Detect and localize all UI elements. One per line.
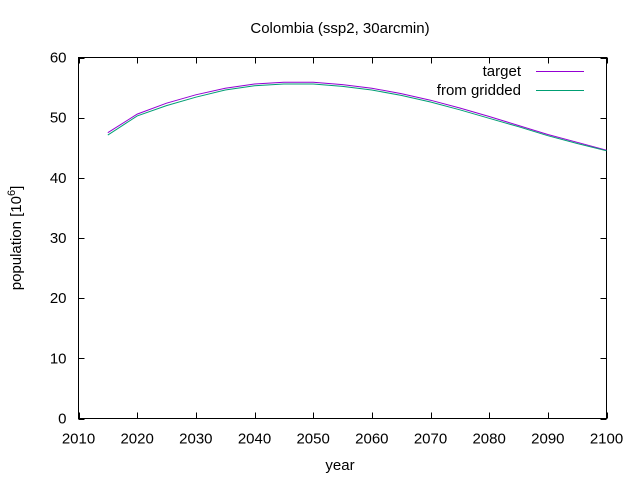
legend-label-2: from gridded [437, 82, 521, 99]
series-line-2 [107, 83, 607, 152]
y-tick-label: 30 [50, 230, 67, 247]
x-tick-label: 2040 [238, 431, 271, 448]
series-lines [107, 81, 607, 152]
legend: target from gridded [437, 63, 584, 99]
y-tick-labels: 0 10 20 30 40 50 60 [50, 50, 67, 428]
x-axis-label: year [325, 457, 354, 474]
y-tick-label: 20 [50, 290, 67, 307]
y-tick-label: 10 [50, 350, 67, 367]
x-tick-label: 2050 [296, 431, 329, 448]
x-tick-label: 2090 [531, 431, 564, 448]
x-tick-label: 2100 [590, 431, 623, 448]
y-tick-label: 0 [58, 411, 66, 428]
axis-ticks [78, 57, 608, 420]
x-tick-label: 2060 [355, 431, 388, 448]
x-tick-label: 2010 [62, 431, 95, 448]
y-tick-label: 60 [50, 50, 67, 67]
y-tick-label: 50 [50, 110, 67, 127]
x-tick-label: 2080 [472, 431, 505, 448]
y-axis-label-close: ] [8, 186, 25, 190]
x-tick-label: 2070 [414, 431, 447, 448]
x-tick-label: 2030 [179, 431, 212, 448]
x-tick-label: 2020 [120, 431, 153, 448]
series-line-1 [107, 81, 607, 151]
plot-frame [78, 57, 607, 419]
y-tick-label: 40 [50, 170, 67, 187]
legend-label-1: target [483, 63, 522, 80]
y-axis-label-exponent: 6 [6, 190, 18, 196]
x-tick-labels: 2010 2020 2030 2040 2050 2060 2070 2080 2090 2100 [62, 431, 623, 448]
y-axis-label: population [106] [6, 186, 25, 291]
y-axis-label-text: population [10 [8, 196, 25, 290]
chart-title: Colombia (ssp2, 30arcmin) [250, 20, 429, 37]
